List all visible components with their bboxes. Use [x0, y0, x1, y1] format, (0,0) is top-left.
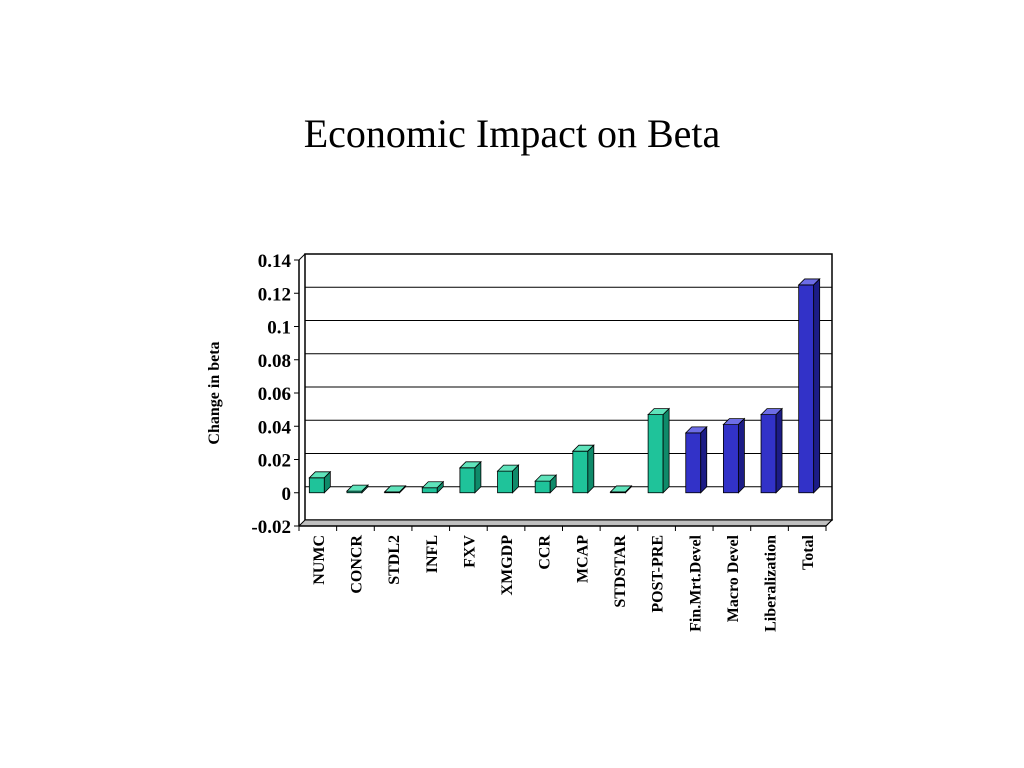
- x-tick-label: FXV: [461, 535, 478, 568]
- x-tick-label: STDSTAR: [612, 535, 629, 608]
- x-tick-label: Macro Devel: [725, 534, 742, 622]
- bar-front: [308, 477, 325, 494]
- bar-ccr: [534, 474, 558, 494]
- x-tick-label: Total: [800, 534, 817, 570]
- x-tick-label: MCAP: [574, 535, 591, 583]
- bar-front: [459, 467, 476, 494]
- bar-side: [361, 484, 369, 494]
- y-tick-label: 0.02: [258, 451, 291, 472]
- x-tick-labels: NUMC CONCR STDL2 INFL FXV XMGDP CCR MCAP STDSTAR…: [311, 534, 817, 631]
- bar-concr: [345, 484, 369, 494]
- bar-front: [497, 470, 513, 494]
- bar-side: [737, 417, 745, 494]
- y-tick-label: 0: [282, 484, 292, 505]
- bar-front: [760, 414, 777, 494]
- bar-infl: [421, 480, 445, 494]
- bar-side: [700, 425, 708, 494]
- y-tick-label: 0.12: [258, 284, 291, 305]
- bar-fin-mrt-devel: [684, 425, 708, 494]
- y-tick-label: 0.06: [258, 384, 291, 405]
- page-title: Economic Impact on Beta: [303, 111, 721, 156]
- bar-front: [722, 424, 739, 494]
- bar-liberalization: [760, 407, 784, 494]
- x-tick-label: POST-PRE: [650, 535, 667, 613]
- bar-side: [625, 484, 632, 494]
- bar-fxv: [458, 460, 482, 494]
- y-axis-title: Change in beta: [206, 341, 223, 444]
- bar-side: [662, 407, 670, 494]
- bars: [308, 277, 821, 494]
- y-tick-label: 0.1: [267, 318, 291, 339]
- bar-front: [572, 450, 589, 494]
- bar-front: [421, 487, 438, 494]
- x-tick-label: Fin.Mrt.Devel: [687, 534, 704, 631]
- bar-side: [323, 470, 331, 494]
- bar-stdl2: [383, 484, 407, 494]
- bar-stdstar: [609, 484, 633, 494]
- y-tick-label: 0.08: [258, 351, 291, 372]
- bar-total: [797, 277, 821, 494]
- x-tick-label: XMGDP: [499, 535, 516, 596]
- bar-front: [685, 432, 702, 494]
- bar-xmgdp: [496, 464, 520, 494]
- x-tick-label: CCR: [537, 535, 554, 570]
- x-tick-label: NUMC: [311, 535, 328, 585]
- floor-panel: [297, 519, 834, 527]
- bar-front: [647, 414, 664, 494]
- bar-side: [474, 460, 482, 494]
- bar-side: [436, 480, 444, 494]
- chart-floor: [297, 519, 834, 527]
- bar-side: [813, 277, 821, 494]
- bar-side: [587, 444, 595, 494]
- axes: [294, 253, 833, 531]
- x-axis-depth-edge: [825, 519, 833, 527]
- bar-side: [549, 474, 557, 494]
- bar-front: [534, 480, 551, 494]
- y-axis-depth-edge: [298, 253, 306, 261]
- bar-mcap: [571, 444, 595, 494]
- x-tick-label: INFL: [424, 535, 441, 573]
- bar-front: [798, 284, 815, 494]
- y-tick-labels: 0.14 0.12 0.1 0.08 0.06 0.04 0.02 0 -0.02: [251, 251, 291, 538]
- bar-side: [775, 407, 783, 494]
- x-tick-label: CONCR: [348, 535, 365, 594]
- bar-side: [512, 464, 519, 494]
- bar-side: [399, 484, 407, 494]
- y-tick-label: 0.04: [258, 417, 292, 438]
- x-tick-label: STDL2: [386, 535, 403, 585]
- y-tick-label: -0.02: [251, 517, 291, 538]
- bar-post-pre: [647, 407, 671, 494]
- bar-macro-devel: [722, 417, 746, 494]
- x-tick-label: Liberalization: [763, 535, 780, 632]
- y-tick-label: 0.14: [258, 251, 292, 272]
- bar-numc: [308, 470, 332, 494]
